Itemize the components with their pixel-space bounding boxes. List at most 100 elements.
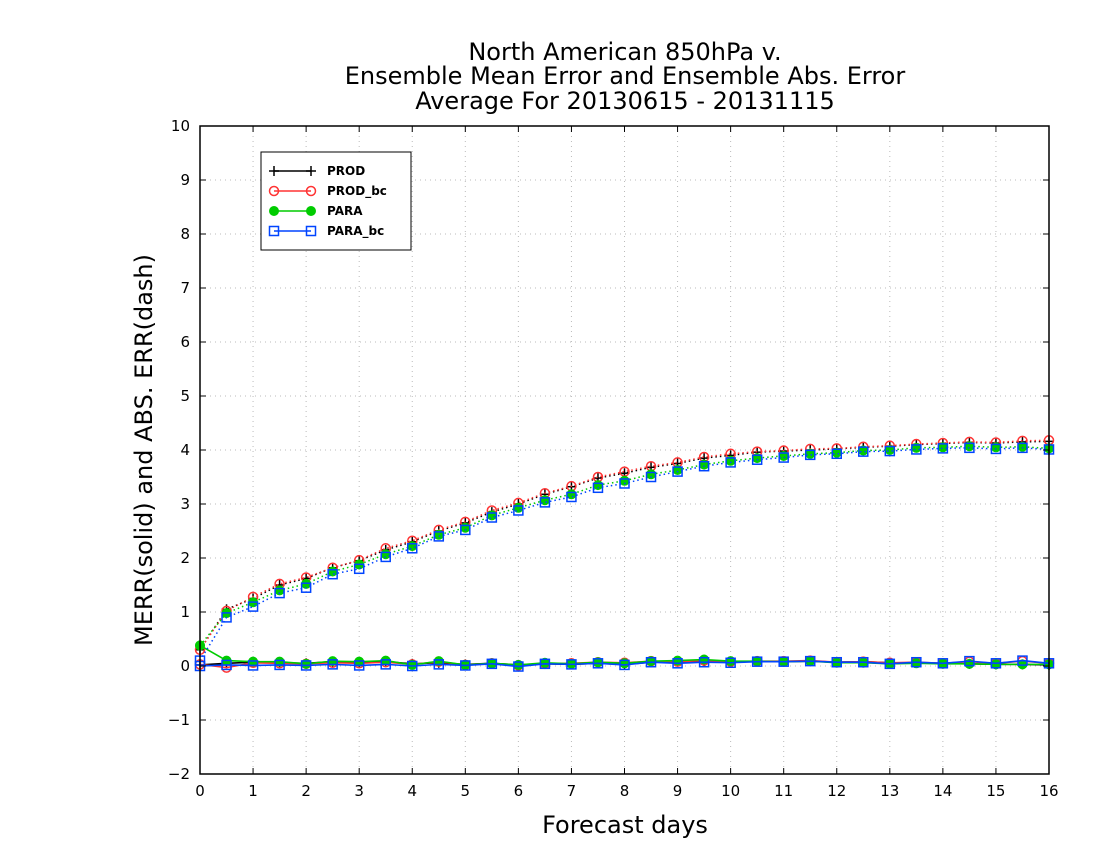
y-tick-label: 6	[180, 333, 190, 351]
abserr-point-para	[327, 566, 338, 577]
merr-point-para-bc	[433, 659, 445, 670]
merr-point-para-bc	[858, 656, 869, 668]
y-tick-label: 5	[180, 387, 190, 405]
x-tick-label: 1	[248, 782, 258, 800]
y-tick-label: −1	[168, 711, 190, 729]
legend-label: PROD_bc	[327, 184, 387, 199]
x-tick-label: 0	[195, 782, 205, 800]
merr-point-para-bc	[566, 659, 577, 670]
merr-point-para-bc	[831, 656, 842, 668]
abserr-point-para-bc	[539, 497, 551, 508]
x-axis-label: Forecast days	[542, 811, 708, 839]
merr-point-para-bc	[513, 661, 524, 672]
abserr-point-para-bc	[353, 563, 365, 575]
abserr-point-para-bc	[751, 454, 763, 465]
x-tick-label: 12	[827, 782, 846, 800]
merr-point-para-bc	[300, 660, 312, 671]
abserr-point-para-bc	[592, 482, 604, 494]
merr-point-para-bc	[698, 656, 710, 668]
abserr-point-para-bc	[619, 478, 630, 489]
legend-marker	[306, 206, 316, 216]
merr-point-para-bc	[751, 656, 763, 667]
legend-marker	[305, 225, 317, 237]
y-tick-label: −2	[168, 765, 190, 783]
legend-marker	[305, 185, 317, 197]
x-tick-label: 7	[567, 782, 577, 800]
chart-title: North American 850hPa v. Ensemble Mean E…	[345, 38, 906, 115]
abserr-point-para-bc	[300, 582, 312, 593]
merr-line-para-bc	[199, 659, 1050, 668]
abserr-point-para	[407, 541, 418, 552]
abserr-point-para-bc	[725, 457, 736, 468]
abserr-line-para	[199, 445, 1050, 646]
y-tick-label: 0	[180, 657, 190, 675]
merr-point-para-bc	[460, 660, 471, 671]
legend-item-prod-bc: PROD_bc	[268, 184, 387, 199]
legend-marker	[268, 225, 280, 237]
abserr-point-para-bc	[247, 601, 259, 612]
legend-marker	[306, 166, 316, 176]
legend-item-para-bc: PARA_bc	[268, 224, 384, 239]
abserr-point-para-bc	[460, 524, 471, 536]
abserr-point-para-bc	[380, 551, 391, 563]
merr-point-para-bc	[645, 656, 657, 668]
series-para-bc	[194, 442, 1055, 672]
legend: PROD PROD_bc PARA PARA_bc	[260, 151, 412, 251]
x-tick-label: 14	[933, 782, 952, 800]
x-tick-label: 11	[774, 782, 793, 800]
abserr-point-para-bc	[433, 531, 445, 542]
merr-point-para-bc	[884, 658, 896, 670]
series-prod	[195, 436, 1054, 670]
legend-marker	[269, 166, 279, 176]
y-axis-label: MERR(solid) and ABS. ERR(dash)	[130, 254, 158, 646]
merr-point-para-bc	[380, 659, 391, 670]
abserr-line-prod-bc	[199, 439, 1050, 651]
x-tick-label: 4	[407, 782, 417, 800]
legend-box	[260, 151, 412, 251]
merr-point-para-bc	[672, 658, 683, 669]
merr-point-para-bc	[1017, 655, 1028, 666]
merr-point-para-bc	[619, 659, 630, 671]
abserr-point-para-bc	[858, 446, 869, 457]
abserr-point-para-bc	[645, 471, 657, 483]
x-tick-label: 13	[880, 782, 899, 800]
legend-label: PARA_bc	[327, 224, 384, 239]
title-line-2: Ensemble Mean Error and Ensemble Abs. Er…	[345, 62, 906, 90]
x-tick-label: 16	[1039, 782, 1058, 800]
merr-point-para-bc	[937, 658, 949, 669]
merr-point-para-bc	[911, 656, 922, 668]
x-tick-label: 9	[673, 782, 683, 800]
merr-point-para-bc	[990, 658, 1002, 669]
merr-point-para-bc	[539, 658, 551, 670]
y-tick-label: 7	[180, 279, 190, 297]
legend-marker	[269, 206, 279, 216]
legend-marker	[268, 185, 280, 197]
x-tick-label: 2	[301, 782, 311, 800]
merr-point-para-bc	[274, 659, 285, 671]
title-line-3: Average For 20130615 - 20131115	[415, 87, 835, 115]
abserr-point-para	[513, 502, 524, 513]
abserr-point-para-bc	[672, 466, 683, 477]
merr-point-para-bc	[725, 657, 736, 669]
merr-point-para-bc	[247, 660, 259, 671]
legend-item-prod: PROD	[269, 164, 365, 178]
y-tick-label: 9	[180, 171, 190, 189]
x-tick-label: 3	[354, 782, 364, 800]
legend-item-para: PARA	[269, 204, 363, 218]
merr-point-para-bc	[221, 659, 232, 671]
x-tick-label: 5	[461, 782, 471, 800]
merr-point-para-bc	[353, 660, 365, 671]
merr-point-para-bc	[407, 660, 418, 672]
x-tick-label: 15	[986, 782, 1005, 800]
title-line-1: North American 850hPa v.	[468, 38, 781, 66]
merr-point-para-bc	[327, 659, 338, 670]
abserr-point-para-bc	[804, 449, 816, 461]
abserr-point-para-bc	[327, 568, 338, 580]
y-tick-label: 4	[180, 441, 190, 459]
abserr-point-para-bc	[698, 460, 710, 472]
abserr-point-para-bc	[884, 445, 896, 457]
abserr-point-para-bc	[407, 543, 418, 554]
abserr-point-para-bc	[911, 444, 922, 455]
x-tick-label: 10	[721, 782, 740, 800]
